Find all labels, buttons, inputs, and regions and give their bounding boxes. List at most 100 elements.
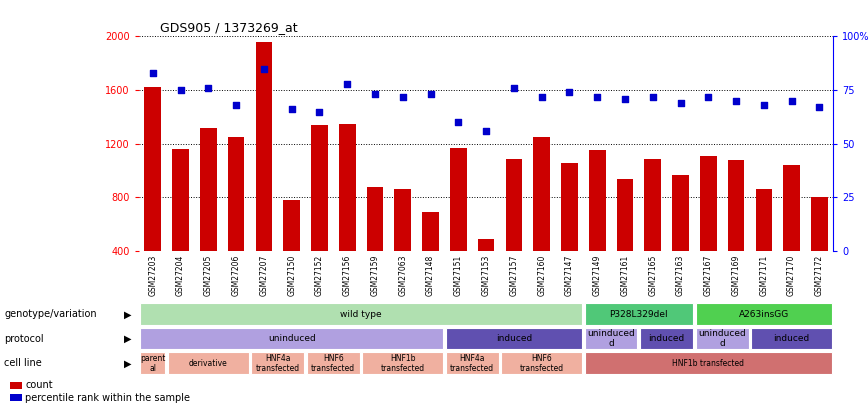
Point xyxy=(146,70,160,76)
Bar xyxy=(172,149,189,305)
Text: HNF4a
transfected: HNF4a transfected xyxy=(256,354,299,373)
Text: GSM27151: GSM27151 xyxy=(454,255,463,296)
Bar xyxy=(477,239,495,305)
Text: induced: induced xyxy=(496,334,532,343)
Text: GSM27156: GSM27156 xyxy=(343,255,352,296)
Text: protocol: protocol xyxy=(4,334,44,343)
Bar xyxy=(446,352,498,374)
Bar xyxy=(755,190,773,305)
Bar xyxy=(672,175,689,305)
Point xyxy=(701,93,715,100)
Text: ▶: ▶ xyxy=(124,358,132,368)
Bar xyxy=(589,151,606,305)
Bar xyxy=(168,352,248,374)
Text: GSM27147: GSM27147 xyxy=(565,255,574,296)
Bar xyxy=(641,328,693,350)
Text: derivative: derivative xyxy=(189,359,227,368)
Text: GSM27169: GSM27169 xyxy=(732,255,740,296)
Bar xyxy=(502,352,582,374)
Bar xyxy=(644,158,661,305)
Bar xyxy=(141,328,443,350)
Bar xyxy=(700,156,717,305)
Bar xyxy=(200,128,217,305)
Text: A263insGG: A263insGG xyxy=(739,310,789,319)
Bar xyxy=(227,137,245,305)
Text: GSM27163: GSM27163 xyxy=(676,255,685,296)
Bar xyxy=(561,162,578,305)
Text: induced: induced xyxy=(648,334,685,343)
Bar xyxy=(141,352,165,374)
Bar xyxy=(311,125,328,305)
Bar xyxy=(252,352,304,374)
Point xyxy=(229,102,243,109)
Point xyxy=(340,81,354,87)
Text: ▶: ▶ xyxy=(124,334,132,343)
Text: GSM27203: GSM27203 xyxy=(148,255,157,296)
Point xyxy=(174,87,187,93)
Text: GDS905 / 1373269_at: GDS905 / 1373269_at xyxy=(160,21,298,34)
Bar xyxy=(422,212,439,305)
Text: HNF6
transfected: HNF6 transfected xyxy=(312,354,355,373)
Point xyxy=(424,91,437,98)
Bar xyxy=(585,303,693,325)
Text: GSM27167: GSM27167 xyxy=(704,255,713,296)
Bar xyxy=(144,87,161,305)
Point xyxy=(396,93,410,100)
Point xyxy=(285,106,299,113)
Point xyxy=(674,100,687,106)
Bar xyxy=(10,382,23,389)
Text: GSM27172: GSM27172 xyxy=(815,255,824,296)
Text: HNF1b transfected: HNF1b transfected xyxy=(673,359,744,368)
Bar xyxy=(727,160,745,305)
Bar xyxy=(141,303,582,325)
Bar xyxy=(446,328,582,350)
Point xyxy=(646,93,660,100)
Text: GSM27152: GSM27152 xyxy=(315,255,324,296)
Point xyxy=(785,98,799,104)
Point xyxy=(312,108,326,115)
Bar xyxy=(363,352,443,374)
Point xyxy=(590,93,604,100)
Text: GSM27165: GSM27165 xyxy=(648,255,657,296)
Bar xyxy=(255,42,273,305)
Text: GSM27170: GSM27170 xyxy=(787,255,796,296)
Text: HNF4a
transfected: HNF4a transfected xyxy=(450,354,494,373)
Text: uninduced
d: uninduced d xyxy=(698,329,746,348)
Text: uninduced
d: uninduced d xyxy=(587,329,635,348)
Bar xyxy=(696,328,748,350)
Point xyxy=(507,85,521,91)
Bar xyxy=(339,124,356,305)
Text: GSM27148: GSM27148 xyxy=(426,255,435,296)
Bar xyxy=(585,352,832,374)
Text: GSM27153: GSM27153 xyxy=(482,255,490,296)
Text: GSM27161: GSM27161 xyxy=(621,255,629,296)
Text: GSM27206: GSM27206 xyxy=(232,255,240,296)
Bar xyxy=(505,158,523,305)
Text: GSM27171: GSM27171 xyxy=(760,255,768,296)
Text: parent
al: parent al xyxy=(140,354,166,373)
Text: GSM27159: GSM27159 xyxy=(371,255,379,296)
Text: HNF6
transfected: HNF6 transfected xyxy=(520,354,563,373)
Bar xyxy=(10,394,23,401)
Text: count: count xyxy=(25,380,53,390)
Bar xyxy=(616,179,634,305)
Text: P328L329del: P328L329del xyxy=(609,310,668,319)
Point xyxy=(562,89,576,96)
Text: GSM27149: GSM27149 xyxy=(593,255,602,296)
Bar xyxy=(366,187,384,305)
Text: GSM27205: GSM27205 xyxy=(204,255,213,296)
Point xyxy=(618,96,632,102)
Text: GSM27160: GSM27160 xyxy=(537,255,546,296)
Point xyxy=(257,65,271,72)
Text: wild type: wild type xyxy=(340,310,382,319)
Bar xyxy=(283,200,300,305)
Bar xyxy=(307,352,359,374)
Bar xyxy=(585,328,637,350)
Text: cell line: cell line xyxy=(4,358,42,368)
Text: GSM27063: GSM27063 xyxy=(398,255,407,296)
Text: GSM27204: GSM27204 xyxy=(176,255,185,296)
Bar xyxy=(696,303,832,325)
Text: percentile rank within the sample: percentile rank within the sample xyxy=(25,392,190,403)
Text: GSM27150: GSM27150 xyxy=(287,255,296,296)
Bar xyxy=(450,148,467,305)
